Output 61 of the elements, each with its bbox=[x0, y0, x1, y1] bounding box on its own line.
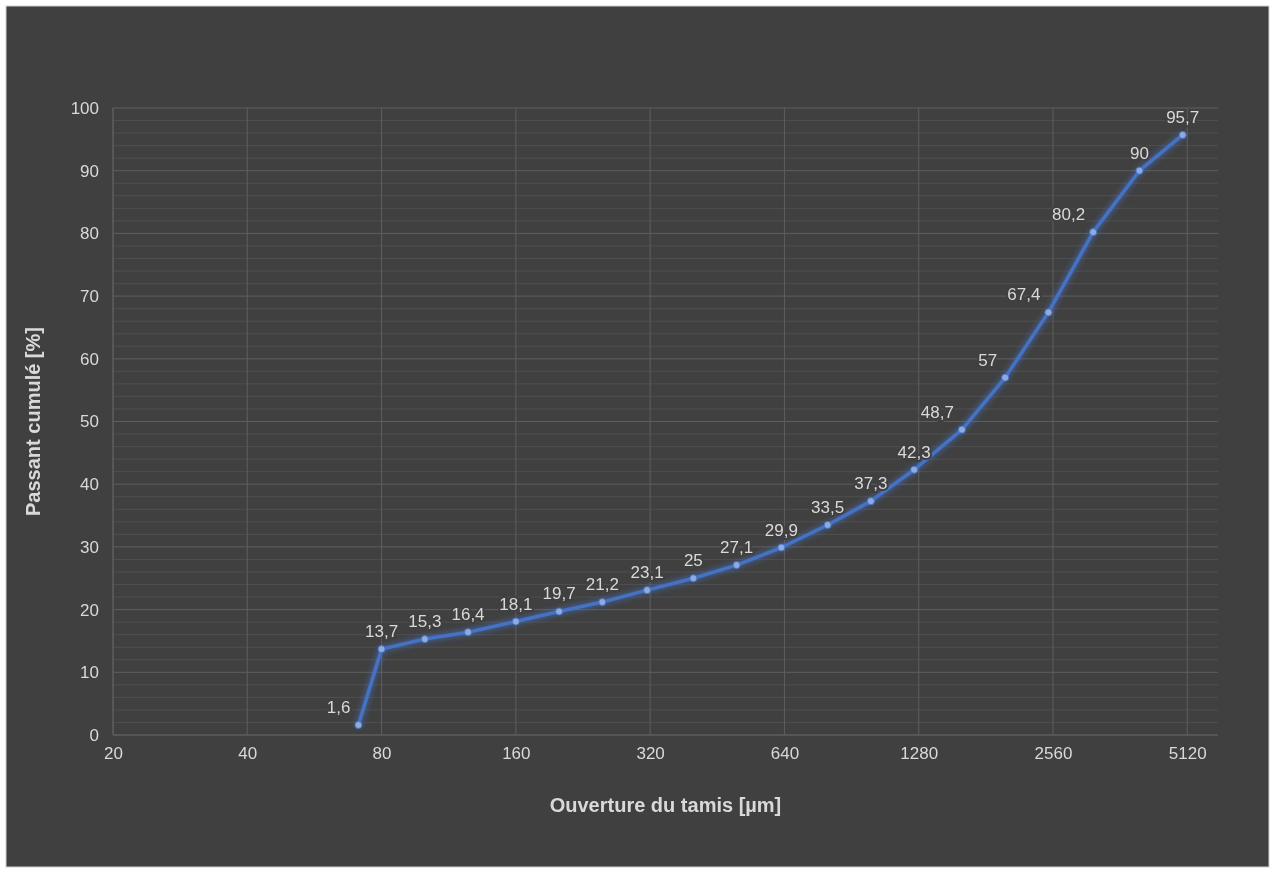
x-tick-label: 2560 bbox=[1034, 744, 1073, 764]
point bbox=[463, 628, 473, 637]
y-tick-label: 100 bbox=[70, 98, 99, 118]
data-label: 25 bbox=[683, 551, 703, 571]
point bbox=[866, 497, 875, 506]
x-tick-label: 320 bbox=[636, 744, 665, 764]
data-label: 57 bbox=[978, 350, 998, 370]
data-label: 37,3 bbox=[854, 474, 888, 494]
point bbox=[1135, 166, 1144, 175]
x-tick-label: 160 bbox=[502, 744, 531, 764]
data-label: 21,2 bbox=[585, 575, 619, 595]
point bbox=[777, 543, 786, 552]
data-label: 90 bbox=[1129, 143, 1149, 163]
y-axis-title: Passant cumulé [%] bbox=[22, 327, 44, 516]
point bbox=[1178, 130, 1187, 140]
data-label: 13,7 bbox=[365, 622, 399, 642]
data-label: 67,4 bbox=[1007, 285, 1041, 305]
y-tick-label: 90 bbox=[80, 161, 99, 181]
x-tick-label: 40 bbox=[238, 744, 258, 764]
y-tick-label: 0 bbox=[89, 725, 99, 745]
y-tick-label: 30 bbox=[80, 537, 99, 557]
point bbox=[555, 607, 564, 616]
data-label: 27,1 bbox=[720, 538, 754, 558]
point bbox=[1089, 228, 1098, 237]
data-label: 95,7 bbox=[1166, 107, 1200, 127]
data-label: 48,7 bbox=[920, 402, 954, 422]
y-tick-label: 80 bbox=[80, 224, 99, 244]
point bbox=[377, 645, 386, 654]
point bbox=[643, 586, 652, 595]
point bbox=[689, 574, 698, 583]
x-tick-label: 20 bbox=[104, 744, 123, 764]
y-tick-label: 20 bbox=[80, 600, 99, 620]
data-label: 33,5 bbox=[811, 497, 845, 517]
x-tick-label: 80 bbox=[372, 744, 392, 764]
data-label: 80,2 bbox=[1052, 205, 1086, 225]
data-label: 19,7 bbox=[542, 584, 576, 604]
point bbox=[823, 520, 832, 530]
point bbox=[1001, 373, 1010, 382]
x-tick-label: 640 bbox=[770, 744, 800, 764]
y-tick-label: 70 bbox=[80, 287, 99, 307]
point bbox=[957, 425, 966, 434]
x-tick-label: 1280 bbox=[900, 744, 939, 764]
point bbox=[598, 598, 607, 607]
data-label: 42,3 bbox=[897, 442, 931, 462]
y-tick-label: 60 bbox=[80, 349, 99, 369]
x-axis-title: Ouverture du tamis [µm] bbox=[549, 794, 782, 816]
y-tick-label: 50 bbox=[80, 412, 99, 432]
data-label: 23,1 bbox=[630, 563, 664, 583]
data-label: 1,6 bbox=[326, 697, 351, 717]
point bbox=[910, 465, 919, 474]
data-label: 15,3 bbox=[408, 612, 442, 632]
data-label: 18,1 bbox=[499, 594, 533, 614]
data-label: 29,9 bbox=[764, 520, 798, 540]
y-tick-label: 10 bbox=[80, 663, 99, 683]
data-label: 16,4 bbox=[451, 605, 485, 625]
point bbox=[420, 635, 429, 644]
x-tick-label: 5120 bbox=[1168, 744, 1207, 764]
y-tick-label: 40 bbox=[80, 475, 99, 495]
point bbox=[732, 561, 741, 570]
point bbox=[1044, 308, 1053, 317]
point bbox=[511, 617, 520, 626]
